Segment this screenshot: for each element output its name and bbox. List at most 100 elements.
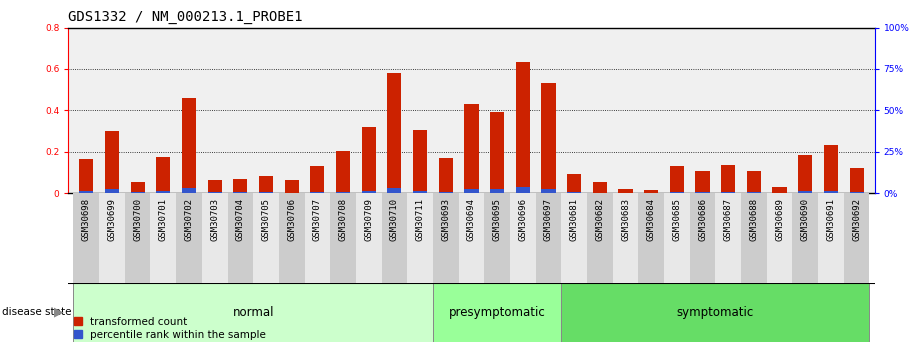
Bar (407, 193, 433, 283)
Text: GSM30688: GSM30688 (750, 198, 758, 241)
Text: ▶: ▶ (54, 306, 64, 319)
Bar (202, 193, 228, 283)
Bar (330, 193, 356, 283)
Bar (536, 193, 561, 283)
Bar (458, 193, 485, 283)
Bar (516, 187, 530, 193)
Text: GSM30706: GSM30706 (287, 198, 296, 241)
Bar (773, 187, 786, 193)
Text: GSM30692: GSM30692 (852, 198, 861, 241)
Bar (850, 168, 864, 193)
Bar (541, 83, 556, 193)
Text: GSM30682: GSM30682 (595, 198, 604, 241)
Text: GSM30683: GSM30683 (621, 198, 630, 241)
Bar (510, 193, 536, 283)
Bar (670, 192, 684, 193)
Bar (74, 193, 99, 283)
Bar (99, 193, 125, 283)
Text: GSM30709: GSM30709 (364, 198, 374, 241)
Text: presymptomatic: presymptomatic (449, 306, 546, 319)
Bar (567, 174, 581, 193)
Bar (465, 104, 478, 193)
Bar (311, 166, 324, 193)
Text: GSM30707: GSM30707 (312, 198, 322, 241)
Bar (439, 192, 453, 193)
Text: GSM30693: GSM30693 (441, 198, 450, 241)
Bar (793, 193, 818, 283)
Bar (593, 182, 607, 193)
Bar (130, 182, 145, 193)
Bar (150, 193, 176, 283)
Bar (561, 193, 587, 283)
Text: GSM30705: GSM30705 (261, 198, 271, 241)
Bar (362, 191, 376, 193)
Text: GSM30689: GSM30689 (775, 198, 784, 241)
Text: GSM30686: GSM30686 (698, 198, 707, 241)
Bar (336, 151, 350, 193)
Text: GSM30695: GSM30695 (493, 198, 502, 241)
Bar (541, 189, 556, 193)
Bar (722, 192, 735, 193)
Bar (253, 193, 279, 283)
Bar (798, 155, 813, 193)
Text: GDS1332 / NM_000213.1_PROBE1: GDS1332 / NM_000213.1_PROBE1 (68, 10, 302, 24)
Legend: transformed count, percentile rank within the sample: transformed count, percentile rank withi… (74, 317, 266, 340)
Bar (490, 112, 504, 193)
Bar (722, 165, 735, 193)
Bar (516, 62, 530, 193)
Bar (613, 193, 639, 283)
Text: GSM30684: GSM30684 (647, 198, 656, 241)
Bar (279, 193, 304, 283)
Text: GSM30702: GSM30702 (185, 198, 193, 241)
Bar (413, 130, 427, 193)
Bar (465, 189, 478, 193)
Bar (690, 193, 715, 283)
Text: normal: normal (232, 306, 274, 319)
Bar (105, 131, 119, 193)
Text: GSM30698: GSM30698 (82, 198, 91, 241)
Text: GSM30703: GSM30703 (210, 198, 220, 241)
Bar (387, 188, 402, 193)
Text: GSM30700: GSM30700 (133, 198, 142, 241)
Text: symptomatic: symptomatic (677, 306, 754, 319)
Text: GSM30681: GSM30681 (569, 198, 578, 241)
Text: GSM30694: GSM30694 (467, 198, 476, 241)
Text: GSM30696: GSM30696 (518, 198, 527, 241)
Bar (259, 176, 273, 193)
Bar (639, 193, 664, 283)
Bar (304, 193, 330, 283)
Bar (485, 193, 510, 283)
Text: GSM30710: GSM30710 (390, 198, 399, 241)
Bar (818, 193, 844, 283)
Bar (741, 193, 767, 283)
Bar (587, 193, 613, 283)
Bar (670, 166, 684, 193)
Bar (767, 193, 793, 283)
Text: GSM30701: GSM30701 (159, 198, 168, 241)
Bar (284, 180, 299, 193)
Bar (157, 191, 170, 193)
Text: GSM30708: GSM30708 (339, 198, 348, 241)
Bar (747, 171, 761, 193)
Bar (182, 188, 196, 193)
Bar (105, 189, 119, 193)
Bar (413, 191, 427, 193)
Bar (125, 193, 150, 283)
Bar (715, 193, 741, 283)
Bar (387, 73, 402, 193)
Bar (433, 283, 561, 342)
Bar (490, 189, 504, 193)
Text: disease state: disease state (2, 307, 71, 317)
Text: GSM30697: GSM30697 (544, 198, 553, 241)
Bar (844, 193, 869, 283)
Bar (382, 193, 407, 283)
Bar (561, 283, 869, 342)
Bar (356, 193, 382, 283)
Bar (233, 179, 248, 193)
Bar (130, 192, 145, 193)
Bar (176, 193, 202, 283)
Bar (433, 193, 458, 283)
Text: GSM30687: GSM30687 (723, 198, 732, 241)
Bar (798, 191, 813, 193)
Bar (824, 145, 838, 193)
